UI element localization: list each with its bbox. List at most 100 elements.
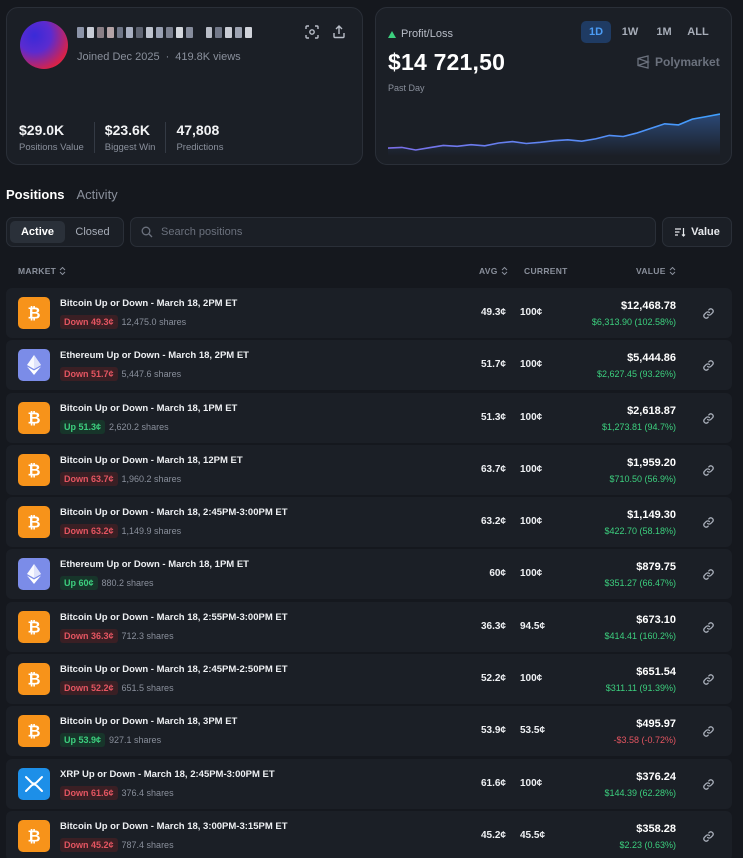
position-value: $651.54 bbox=[636, 666, 676, 679]
link-icon[interactable] bbox=[702, 307, 715, 320]
meta-separator: · bbox=[165, 51, 170, 63]
position-change: $311.11 (91.39%) bbox=[605, 683, 676, 694]
market-title[interactable]: Bitcoin Up or Down - March 18, 3PM ET bbox=[60, 716, 238, 728]
link-icon[interactable] bbox=[702, 830, 715, 843]
coin-icon: ₿ bbox=[18, 453, 50, 486]
profile-meta: Joined Dec 2025 · 419.8K views bbox=[77, 51, 241, 63]
coin-icon: ₿ bbox=[18, 506, 50, 539]
outcome-badge: Up 51.3¢ bbox=[60, 419, 106, 434]
outcome-badge: Down 36.3¢ bbox=[60, 628, 118, 643]
link-icon[interactable] bbox=[702, 568, 715, 581]
xrp-icon bbox=[25, 775, 43, 792]
coin-icon: ₿ bbox=[18, 610, 50, 643]
position-row[interactable]: ₿ Bitcoin Up or Down - March 18, 2PM ET … bbox=[6, 288, 732, 338]
range-1m[interactable]: 1M bbox=[656, 26, 672, 38]
outcome-badge: Down 52.2¢ bbox=[60, 681, 118, 696]
range-selector: 1D 1W 1M ALL bbox=[581, 21, 713, 43]
current-price: 94.5¢ bbox=[520, 620, 546, 632]
header-avg[interactable]: AVG bbox=[479, 266, 508, 276]
header-current: CURRENT bbox=[524, 266, 568, 276]
pnl-label: Profit/Loss bbox=[388, 28, 453, 40]
position-row[interactable]: ₿ Bitcoin Up or Down - March 18, 3PM ET … bbox=[6, 706, 732, 757]
header-market[interactable]: MARKET bbox=[18, 266, 66, 276]
share-icon[interactable] bbox=[331, 24, 347, 40]
scan-icon[interactable] bbox=[304, 24, 320, 40]
shares-count: 1,960.2 shares bbox=[121, 473, 182, 484]
pnl-area bbox=[388, 114, 720, 156]
link-icon[interactable] bbox=[702, 778, 715, 791]
bitcoin-icon: ₿ bbox=[27, 617, 40, 636]
outcome-badge: Down 51.7¢ bbox=[60, 367, 118, 382]
svg-text:₿: ₿ bbox=[27, 513, 40, 532]
position-change: -$3.58 (-0.72%) bbox=[613, 735, 676, 746]
sort-value-button[interactable]: Value bbox=[662, 217, 732, 247]
triangle-up-icon bbox=[388, 30, 396, 38]
avg-price: 51.3¢ bbox=[480, 411, 506, 423]
sort-arrows-icon bbox=[669, 267, 676, 275]
current-price: 100¢ bbox=[520, 463, 543, 475]
position-value: $673.10 bbox=[636, 613, 676, 626]
link-icon[interactable] bbox=[702, 673, 715, 686]
current-price: 100¢ bbox=[520, 568, 543, 580]
range-1d[interactable]: 1D bbox=[581, 21, 611, 43]
bitcoin-icon: ₿ bbox=[27, 304, 40, 323]
position-row[interactable]: ₿ Bitcoin Up or Down - March 18, 2:45PM-… bbox=[6, 654, 732, 705]
avg-price: 53.9¢ bbox=[480, 725, 506, 737]
coin-icon: ₿ bbox=[18, 715, 50, 748]
market-title[interactable]: XRP Up or Down - March 18, 2:45PM-3:00PM… bbox=[60, 768, 275, 780]
link-icon[interactable] bbox=[702, 621, 715, 634]
position-row[interactable]: ₿ Bitcoin Up or Down - March 18, 2:45PM-… bbox=[6, 497, 732, 548]
link-icon[interactable] bbox=[702, 516, 715, 529]
market-title[interactable]: Ethereum Up or Down - March 18, 2PM ET bbox=[60, 350, 249, 362]
position-value: $1,959.20 bbox=[627, 456, 676, 469]
market-title[interactable]: Bitcoin Up or Down - March 18, 2:45PM-3:… bbox=[60, 507, 288, 519]
position-meta: Up 60¢ 880.2 shares bbox=[60, 576, 154, 591]
search-icon bbox=[141, 226, 153, 238]
market-title[interactable]: Bitcoin Up or Down - March 18, 12PM ET bbox=[60, 454, 243, 466]
market-title[interactable]: Bitcoin Up or Down - March 18, 1PM ET bbox=[60, 402, 238, 414]
stat-biggest-win: $23.6K Biggest Win bbox=[105, 122, 167, 153]
pnl-line bbox=[388, 113, 720, 151]
position-value: $495.97 bbox=[636, 718, 676, 731]
svg-text:₿: ₿ bbox=[27, 670, 40, 689]
tab-positions[interactable]: Positions bbox=[6, 187, 65, 202]
position-meta: Down 63.7¢ 1,960.2 shares bbox=[60, 471, 182, 486]
link-icon[interactable] bbox=[702, 412, 715, 425]
link-icon[interactable] bbox=[702, 464, 715, 477]
position-row[interactable]: ₿ Bitcoin Up or Down - March 18, 12PM ET… bbox=[6, 444, 732, 495]
search-input[interactable] bbox=[161, 226, 641, 238]
svg-text:₿: ₿ bbox=[27, 408, 40, 427]
avatar[interactable] bbox=[20, 21, 68, 69]
position-row[interactable]: ₿ Bitcoin Up or Down - March 18, 3:00PM-… bbox=[6, 810, 732, 858]
position-meta: Down 49.3¢ 12,475.0 shares bbox=[60, 315, 186, 329]
current-price: 100¢ bbox=[520, 359, 543, 371]
filter-closed[interactable]: Closed bbox=[75, 226, 110, 238]
header-value[interactable]: VALUE bbox=[636, 266, 676, 276]
filter-active[interactable]: Active bbox=[10, 221, 65, 243]
position-row[interactable]: Ethereum Up or Down - March 18, 2PM ET D… bbox=[6, 340, 732, 391]
sort-arrows-icon bbox=[59, 267, 66, 275]
range-all[interactable]: ALL bbox=[687, 26, 709, 38]
market-title[interactable]: Bitcoin Up or Down - March 18, 3:00PM-3:… bbox=[60, 820, 288, 832]
position-value: $12,468.78 bbox=[620, 300, 676, 312]
market-title[interactable]: Bitcoin Up or Down - March 18, 2:45PM-2:… bbox=[60, 664, 288, 676]
range-1w[interactable]: 1W bbox=[621, 26, 639, 38]
position-row[interactable]: ₿ Bitcoin Up or Down - March 18, 1PM ET … bbox=[6, 392, 732, 443]
market-title[interactable]: Ethereum Up or Down - March 18, 1PM ET bbox=[60, 559, 249, 571]
coin-icon: ₿ bbox=[18, 297, 50, 329]
tab-activity[interactable]: Activity bbox=[76, 187, 118, 202]
market-title[interactable]: Bitcoin Up or Down - March 18, 2:55PM-3:… bbox=[60, 611, 288, 623]
position-meta: Up 51.3¢ 2,620.2 shares bbox=[60, 419, 169, 434]
stat-predictions: 47,808 Predictions bbox=[176, 122, 224, 153]
market-title[interactable]: Bitcoin Up or Down - March 18, 2PM ET bbox=[60, 298, 238, 309]
position-meta: Down 61.6¢ 376.4 shares bbox=[60, 785, 174, 800]
link-icon[interactable] bbox=[702, 359, 715, 372]
position-row[interactable]: Ethereum Up or Down - March 18, 1PM ET U… bbox=[6, 549, 732, 600]
outcome-badge: Down 63.2¢ bbox=[60, 524, 118, 539]
position-change: $2,627.45 (93.26%) bbox=[596, 369, 676, 380]
link-icon[interactable] bbox=[702, 725, 715, 738]
position-row[interactable]: ₿ Bitcoin Up or Down - March 18, 2:55PM-… bbox=[6, 601, 732, 652]
position-row[interactable]: XRP Up or Down - March 18, 2:45PM-3:00PM… bbox=[6, 758, 732, 809]
current-price: 100¢ bbox=[520, 307, 543, 318]
sort-arrows-icon bbox=[501, 267, 508, 275]
